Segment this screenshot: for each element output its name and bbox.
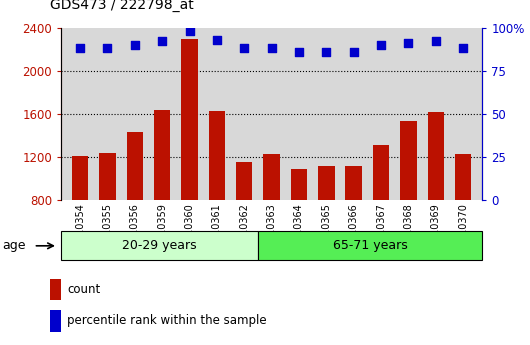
Point <box>459 46 467 51</box>
Point <box>322 49 331 55</box>
Point <box>130 42 139 48</box>
Bar <box>127 132 143 286</box>
Point <box>268 46 276 51</box>
Bar <box>258 231 482 260</box>
Point <box>158 39 166 44</box>
Bar <box>400 121 417 286</box>
Point <box>186 28 194 34</box>
Bar <box>263 154 280 286</box>
Point <box>404 40 413 46</box>
Bar <box>154 110 170 286</box>
Bar <box>181 39 198 286</box>
Bar <box>236 162 252 286</box>
Point <box>213 37 221 42</box>
Text: age: age <box>3 239 26 252</box>
Point <box>431 39 440 44</box>
Bar <box>72 156 89 286</box>
Point <box>103 46 112 51</box>
Point <box>240 46 249 51</box>
Text: 20-29 years: 20-29 years <box>122 239 197 252</box>
Text: count: count <box>67 284 101 296</box>
Text: percentile rank within the sample: percentile rank within the sample <box>67 315 267 327</box>
Point <box>76 46 84 51</box>
Point <box>295 49 303 55</box>
Bar <box>50 279 61 300</box>
Bar <box>346 166 362 286</box>
Bar <box>61 231 258 260</box>
Bar <box>373 145 389 286</box>
Bar <box>209 111 225 286</box>
Text: 65-71 years: 65-71 years <box>332 239 408 252</box>
Text: GDS473 / 222798_at: GDS473 / 222798_at <box>50 0 194 12</box>
Point <box>377 42 385 48</box>
Bar <box>428 112 444 286</box>
Point <box>349 49 358 55</box>
Bar <box>318 166 334 286</box>
Bar <box>291 169 307 286</box>
Bar <box>50 310 61 332</box>
Bar <box>455 154 471 286</box>
Bar <box>99 152 116 286</box>
